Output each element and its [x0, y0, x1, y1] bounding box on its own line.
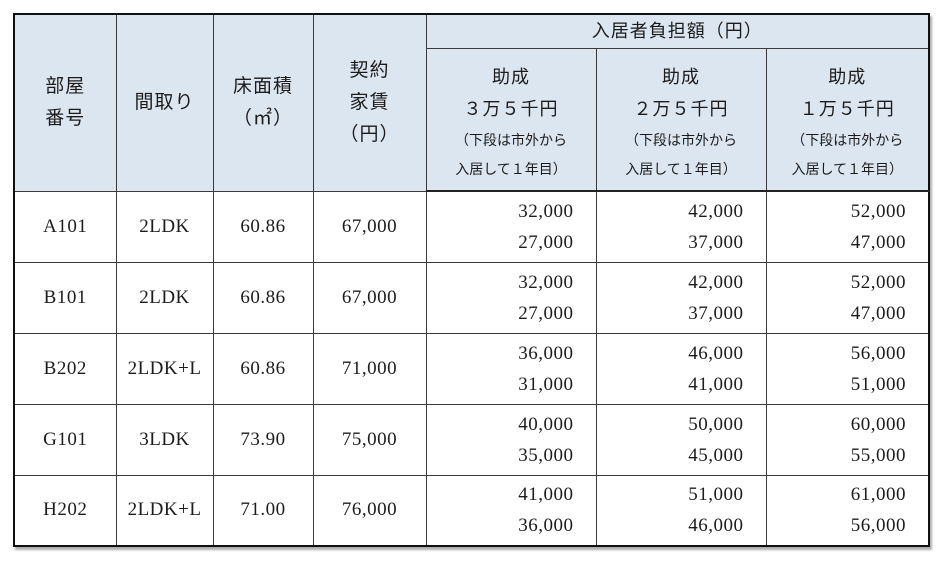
burden-lower: 27,000 — [518, 302, 574, 324]
subsidy-35000-title: 助成 ３万５千円 — [463, 67, 559, 120]
burden-cell-15000: 52,000 47,000 — [765, 190, 930, 263]
header-burden-group: 入居者負担額（円） — [425, 13, 930, 49]
rent-cell: 76,000 — [312, 474, 427, 547]
burden-upper: 36,000 — [518, 342, 574, 364]
room-cell: B202 — [13, 332, 117, 405]
layout-cell: 3LDK — [115, 403, 214, 476]
header-burden-group-label: 入居者負担額（円） — [591, 21, 763, 42]
burden-cell-15000: 52,000 47,000 — [765, 261, 930, 334]
burden-upper: 56,000 — [850, 342, 906, 364]
table-row: B202 2LDK+L 60.86 71,000 36,000 31,000 4… — [13, 332, 930, 405]
burden-upper: 32,000 — [518, 200, 574, 222]
header-subsidy-15000: 助成 １万５千円 （下段は市外から 入居して１年目） — [765, 47, 930, 192]
burden-lower: 37,000 — [688, 302, 744, 324]
header-contract-rent: 契約 家賃 （円） — [312, 13, 427, 192]
burden-upper: 60,000 — [850, 413, 906, 435]
burden-upper: 52,000 — [850, 271, 906, 293]
burden-upper: 52,000 — [850, 200, 906, 222]
burden-cell-25000: 42,000 37,000 — [595, 261, 767, 334]
header-subsidy-25000: 助成 ２万５千円 （下段は市外から 入居して１年目） — [595, 47, 767, 192]
area-cell: 60.86 — [212, 332, 314, 405]
burden-cell-35000: 40,000 35,000 — [425, 403, 597, 476]
burden-cell-35000: 36,000 31,000 — [425, 332, 597, 405]
header-floor-area: 床面積 （㎡） — [212, 13, 314, 192]
room-cell: B101 — [13, 261, 117, 334]
burden-upper: 51,000 — [688, 484, 744, 506]
header-room-number: 部屋 番号 — [13, 13, 117, 192]
burden-upper: 42,000 — [688, 200, 744, 222]
rent-cell: 67,000 — [312, 190, 427, 263]
burden-cell-35000: 41,000 36,000 — [425, 474, 597, 547]
burden-lower: 47,000 — [850, 302, 906, 324]
table-row: B101 2LDK 60.86 67,000 32,000 27,000 42,… — [13, 261, 930, 334]
burden-cell-25000: 50,000 45,000 — [595, 403, 767, 476]
rent-cell: 71,000 — [312, 332, 427, 405]
table-row: G101 3LDK 73.90 75,000 40,000 35,000 50,… — [13, 403, 930, 476]
area-cell: 71.00 — [212, 474, 314, 547]
burden-upper: 61,000 — [850, 484, 906, 506]
burden-cell-15000: 60,000 55,000 — [765, 403, 930, 476]
burden-cell-25000: 42,000 37,000 — [595, 190, 767, 263]
burden-upper: 46,000 — [688, 342, 744, 364]
burden-upper: 40,000 — [518, 413, 574, 435]
room-cell: G101 — [13, 403, 117, 476]
burden-cell-15000: 56,000 51,000 — [765, 332, 930, 405]
room-cell: H202 — [13, 474, 117, 547]
burden-upper: 50,000 — [688, 413, 744, 435]
burden-lower: 56,000 — [850, 515, 906, 537]
burden-lower: 36,000 — [518, 515, 574, 537]
table-row: A101 2LDK 60.86 67,000 32,000 27,000 42,… — [13, 190, 930, 263]
subsidy-35000-note: （下段は市外から 入居して１年目） — [455, 134, 567, 179]
area-cell: 60.86 — [212, 261, 314, 334]
burden-lower: 47,000 — [850, 231, 906, 253]
rent-cell: 75,000 — [312, 403, 427, 476]
rent-cell: 67,000 — [312, 261, 427, 334]
table-row: H202 2LDK+L 71.00 76,000 41,000 36,000 5… — [13, 474, 930, 547]
subsidy-25000-note: （下段は市外から 入居して１年目） — [625, 134, 737, 179]
area-cell: 73.90 — [212, 403, 314, 476]
burden-cell-25000: 51,000 46,000 — [595, 474, 767, 547]
burden-lower: 55,000 — [850, 444, 906, 466]
layout-cell: 2LDK+L — [115, 474, 214, 547]
header-room-number-label: 部屋 番号 — [45, 75, 86, 129]
burden-lower: 45,000 — [688, 444, 744, 466]
burden-cell-15000: 61,000 56,000 — [765, 474, 930, 547]
burden-lower: 51,000 — [850, 373, 906, 395]
burden-upper: 41,000 — [518, 484, 574, 506]
header-layout: 間取り — [115, 13, 214, 192]
burden-lower: 31,000 — [518, 373, 574, 395]
layout-cell: 2LDK+L — [115, 332, 214, 405]
header-row-group: 部屋 番号 間取り 床面積 （㎡） 契約 家賃 （円） 入居者負担額（円） — [13, 13, 930, 192]
burden-cell-35000: 32,000 27,000 — [425, 190, 597, 263]
burden-cell-25000: 46,000 41,000 — [595, 332, 767, 405]
burden-lower: 27,000 — [518, 231, 574, 253]
burden-lower: 41,000 — [688, 373, 744, 395]
burden-lower: 37,000 — [688, 231, 744, 253]
layout-cell: 2LDK — [115, 261, 214, 334]
header-row-subsidies: 助成 ３万５千円 （下段は市外から 入居して１年目） 助成 ２万５千円 （下段は… — [14, 47, 930, 192]
subsidy-15000-title: 助成 １万５千円 — [799, 67, 895, 120]
room-cell: A101 — [13, 190, 117, 263]
burden-lower: 46,000 — [688, 515, 744, 537]
area-cell: 60.86 — [212, 190, 314, 263]
subsidy-25000-title: 助成 ２万５千円 — [633, 67, 729, 120]
header-floor-area-label: 床面積 （㎡） — [232, 75, 293, 129]
header-contract-rent-label: 契約 家賃 （円） — [339, 59, 400, 145]
header-subsidy-35000: 助成 ３万５千円 （下段は市外から 入居して１年目） — [425, 47, 597, 192]
burden-cell-35000: 32,000 27,000 — [425, 261, 597, 334]
housing-rent-table: 部屋 番号 間取り 床面積 （㎡） 契約 家賃 （円） 入居者負担額（円） 助成… — [13, 13, 930, 547]
header-layout-label: 間取り — [134, 91, 195, 113]
burden-upper: 42,000 — [688, 271, 744, 293]
burden-lower: 35,000 — [518, 444, 574, 466]
burden-upper: 32,000 — [518, 271, 574, 293]
subsidy-15000-note: （下段は市外から 入居して１年目） — [791, 134, 904, 179]
layout-cell: 2LDK — [115, 190, 214, 263]
